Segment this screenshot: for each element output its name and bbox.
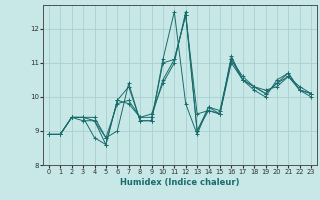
X-axis label: Humidex (Indice chaleur): Humidex (Indice chaleur) [120,178,240,187]
